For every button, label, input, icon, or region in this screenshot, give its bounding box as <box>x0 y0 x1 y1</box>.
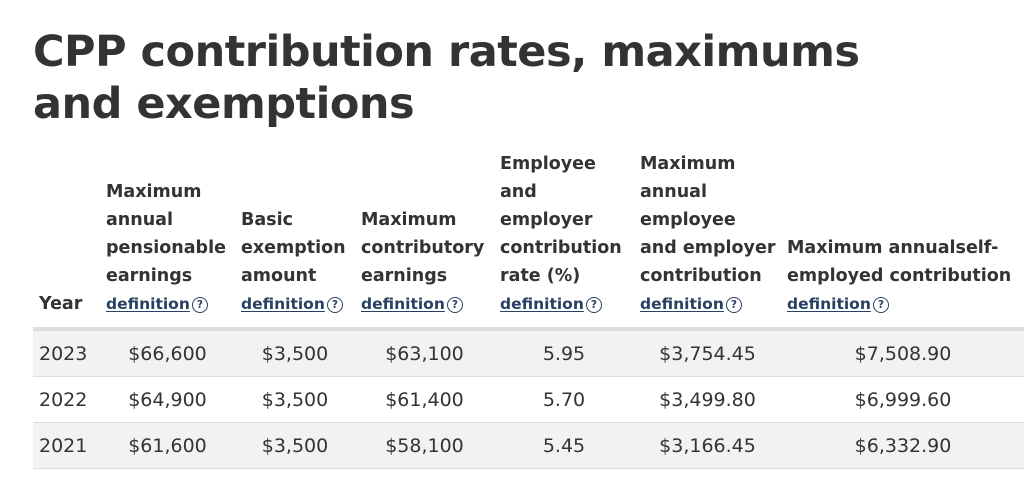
cell-max-employee-employer-contribution: $3,754.45 <box>634 329 781 377</box>
column-header-max-pensionable-earnings: Maximum annual pensionable earnings defi… <box>100 150 235 331</box>
column-header-max-contributory-earnings: Maximum contributory earnings definition… <box>355 150 494 331</box>
column-header-label: Basic exemption amount <box>241 210 346 286</box>
column-header-contribution-rate: Employee and employer contribution rate … <box>494 150 634 331</box>
definition-link[interactable]: definition? <box>361 293 463 315</box>
cell-year: 2023 <box>33 329 100 377</box>
cell-max-employee-employer-contribution: $3,499.80 <box>634 376 781 423</box>
table-row: 2023 $66,600 $3,500 $63,100 5.95 $3,754.… <box>33 329 1024 377</box>
column-header-label: Employee and employer contribution rate … <box>500 154 622 286</box>
cell-max-pensionable-earnings: $61,600 <box>100 422 235 469</box>
question-circle-icon[interactable]: ? <box>446 297 463 313</box>
cell-max-self-employed-contribution: $6,999.60 <box>781 376 1024 423</box>
cell-max-self-employed-contribution: $6,332.90 <box>781 422 1024 469</box>
table-row: 2021 $61,600 $3,500 $58,100 5.45 $3,166.… <box>33 422 1024 469</box>
column-header-label: Year <box>39 294 83 314</box>
cell-contribution-rate: 5.45 <box>494 422 634 469</box>
cell-basic-exemption: $3,500 <box>235 422 355 469</box>
cell-max-contributory-earnings: $58,100 <box>355 422 494 469</box>
question-circle-icon[interactable]: ? <box>326 297 343 313</box>
cpp-rates-table: Year Maximum annual pensionable earnings… <box>33 150 1024 469</box>
table-row: 2022 $64,900 $3,500 $61,400 5.70 $3,499.… <box>33 376 1024 423</box>
definition-link-label[interactable]: definition <box>500 295 584 313</box>
definition-link-label[interactable]: definition <box>106 295 190 313</box>
definition-link-label[interactable]: definition <box>640 295 724 313</box>
page-title: CPP contribution rates, maximums and exe… <box>33 27 860 129</box>
column-header-label: Maximum annual employee and employer con… <box>640 154 776 286</box>
definition-link[interactable]: definition? <box>500 293 602 315</box>
definition-link-label[interactable]: definition <box>787 295 871 313</box>
column-header-label: Maximum annualself-employed contribution <box>787 238 1012 286</box>
definition-link-label[interactable]: definition <box>361 295 445 313</box>
column-header-label: Maximum contributory earnings <box>361 210 485 286</box>
column-header-label: Maximum annual pensionable earnings <box>106 182 226 286</box>
definition-link[interactable]: definition? <box>241 293 343 315</box>
column-header-year: Year <box>33 150 100 331</box>
cell-max-pensionable-earnings: $66,600 <box>100 329 235 377</box>
question-circle-icon[interactable]: ? <box>191 297 208 313</box>
cell-basic-exemption: $3,500 <box>235 376 355 423</box>
definition-link[interactable]: definition? <box>787 293 889 315</box>
definition-link[interactable]: definition? <box>106 293 208 315</box>
cell-year: 2021 <box>33 422 100 469</box>
table-header-row: Year Maximum annual pensionable earnings… <box>33 150 1024 331</box>
question-circle-icon[interactable]: ? <box>872 297 889 313</box>
definition-link[interactable]: definition? <box>640 293 742 315</box>
cell-contribution-rate: 5.95 <box>494 329 634 377</box>
question-circle-icon[interactable]: ? <box>725 297 742 313</box>
column-header-max-employee-employer-contribution: Maximum annual employee and employer con… <box>634 150 781 331</box>
question-circle-icon[interactable]: ? <box>585 297 602 313</box>
definition-link-label[interactable]: definition <box>241 295 325 313</box>
column-header-max-self-employed-contribution: Maximum annualself-employed contribution… <box>781 150 1024 331</box>
cell-contribution-rate: 5.70 <box>494 376 634 423</box>
column-header-basic-exemption: Basic exemption amount definition? <box>235 150 355 331</box>
cell-max-employee-employer-contribution: $3,166.45 <box>634 422 781 469</box>
cell-max-contributory-earnings: $63,100 <box>355 329 494 377</box>
cell-basic-exemption: $3,500 <box>235 329 355 377</box>
cell-max-pensionable-earnings: $64,900 <box>100 376 235 423</box>
cell-max-contributory-earnings: $61,400 <box>355 376 494 423</box>
cell-year: 2022 <box>33 376 100 423</box>
cell-max-self-employed-contribution: $7,508.90 <box>781 329 1024 377</box>
